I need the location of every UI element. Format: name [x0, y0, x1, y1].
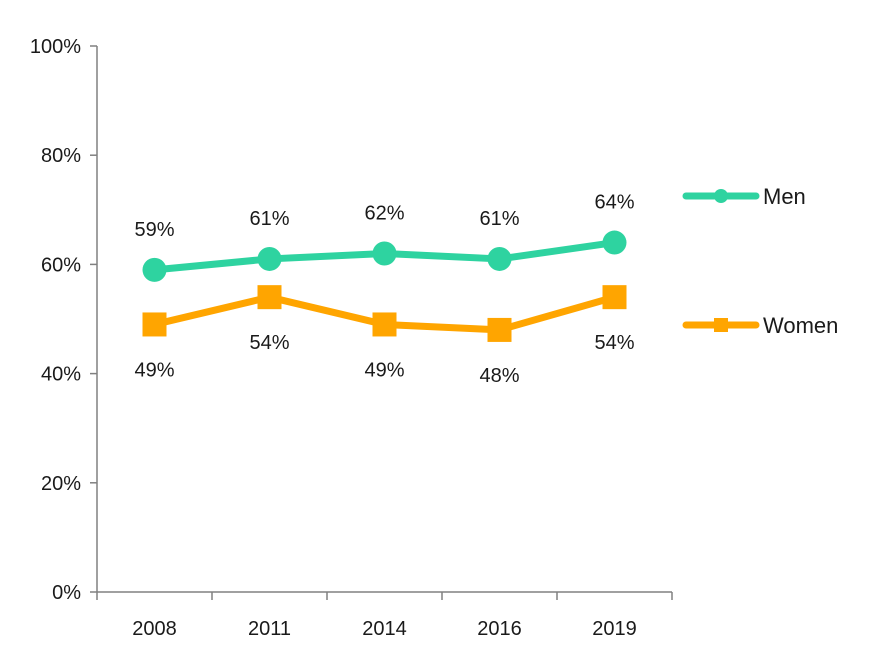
series-men: 59% 61% 62% 61% 64% [134, 192, 635, 282]
data-point-women [372, 312, 397, 337]
y-tick-label: 40% [41, 364, 81, 386]
data-point-men [142, 257, 167, 282]
data-point-men [257, 246, 282, 271]
legend-item-men: Men [682, 184, 806, 209]
y-tick-label: 20% [41, 473, 81, 495]
data-point-men [372, 241, 397, 266]
series-layer: 59% 61% 62% 61% 64% 49% 54% 49% 48% 54% [134, 192, 634, 387]
legend-label-men: Men [763, 184, 806, 209]
y-tick-label: 0% [52, 582, 81, 604]
data-point-women [487, 317, 512, 342]
x-tick-label: 2008 [132, 618, 177, 640]
data-point-women [142, 312, 167, 337]
data-label-women: 49% [364, 359, 404, 381]
x-tick-label: 2014 [362, 618, 407, 640]
series-women: 49% 54% 49% 48% 54% [134, 285, 635, 387]
data-label-men: 64% [594, 192, 634, 214]
x-axis: 2008 2011 2014 2016 2019 [96, 591, 673, 640]
data-label-men: 61% [249, 208, 289, 230]
y-tick-label: 80% [41, 145, 81, 167]
legend-label-women: Women [763, 313, 838, 338]
legend: Men Women [682, 184, 838, 338]
x-tick-label: 2019 [592, 618, 637, 640]
data-label-men: 62% [364, 202, 404, 224]
legend-item-women: Women [682, 313, 838, 338]
y-axis: 0% 20% 40% 60% 80% 100% [30, 36, 98, 604]
data-label-women: 48% [479, 365, 519, 387]
data-point-men [602, 230, 627, 255]
y-tick-label: 100% [30, 36, 81, 58]
data-point-men [487, 246, 512, 271]
data-label-men: 61% [479, 208, 519, 230]
data-point-women [257, 285, 282, 310]
legend-marker-men [714, 189, 728, 203]
data-label-women: 54% [249, 332, 289, 354]
data-label-women: 54% [594, 332, 634, 354]
x-tick-label: 2016 [477, 618, 522, 640]
data-point-women [602, 285, 627, 310]
y-tick-label: 60% [41, 254, 81, 276]
x-tick-label: 2011 [248, 618, 291, 640]
data-label-women: 49% [134, 359, 174, 381]
legend-marker-women [714, 318, 728, 332]
data-label-men: 59% [134, 219, 174, 241]
